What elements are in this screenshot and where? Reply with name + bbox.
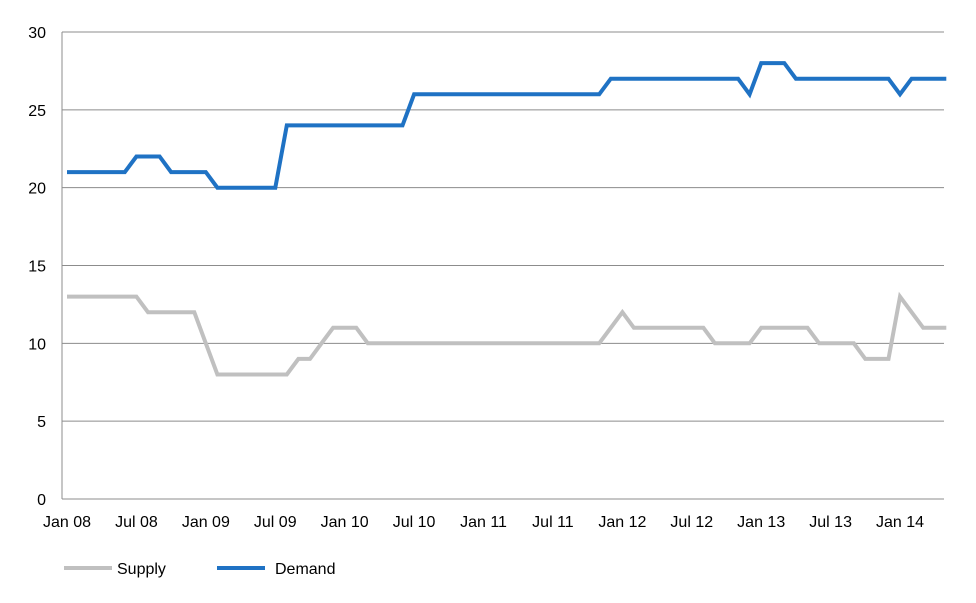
y-tick-label: 5 (37, 414, 46, 431)
x-tick-label: Jan 12 (598, 514, 646, 531)
y-tick-label: 0 (37, 492, 46, 509)
legend-label-demand: Demand (275, 561, 335, 578)
x-tick-label: Jul 10 (393, 514, 436, 531)
axes: 0 5 10 15 20 25 30 Jan 08 Jul 08 Jan 09 Jul 09 Jan … (28, 25, 944, 531)
x-tick-label: Jan 08 (43, 514, 91, 531)
x-tick-label: Jul 12 (670, 514, 713, 531)
x-tick-label: Jan 09 (182, 514, 230, 531)
x-tick-label: Jul 09 (254, 514, 297, 531)
y-tick-label: 15 (28, 259, 46, 276)
x-tick-label: Jul 13 (809, 514, 852, 531)
x-tick-label: Jan 14 (876, 514, 924, 531)
legend: Supply Demand (64, 561, 335, 578)
y-tick-label: 30 (28, 25, 46, 42)
x-tick-label: Jan 13 (737, 514, 785, 531)
y-tick-label: 20 (28, 181, 46, 198)
series-lines (67, 61, 947, 377)
legend-label-supply: Supply (117, 561, 166, 578)
x-tick-label: Jul 08 (115, 514, 158, 531)
series-line-demand (67, 61, 947, 190)
x-tick-label: Jan 10 (321, 514, 369, 531)
gridlines (62, 31, 944, 422)
x-tick-label: Jul 11 (532, 514, 574, 531)
series-line-supply (67, 291, 947, 377)
y-tick-label: 25 (28, 103, 46, 120)
x-tick-label: Jan 11 (460, 514, 507, 531)
y-tick-label: 10 (28, 336, 46, 353)
